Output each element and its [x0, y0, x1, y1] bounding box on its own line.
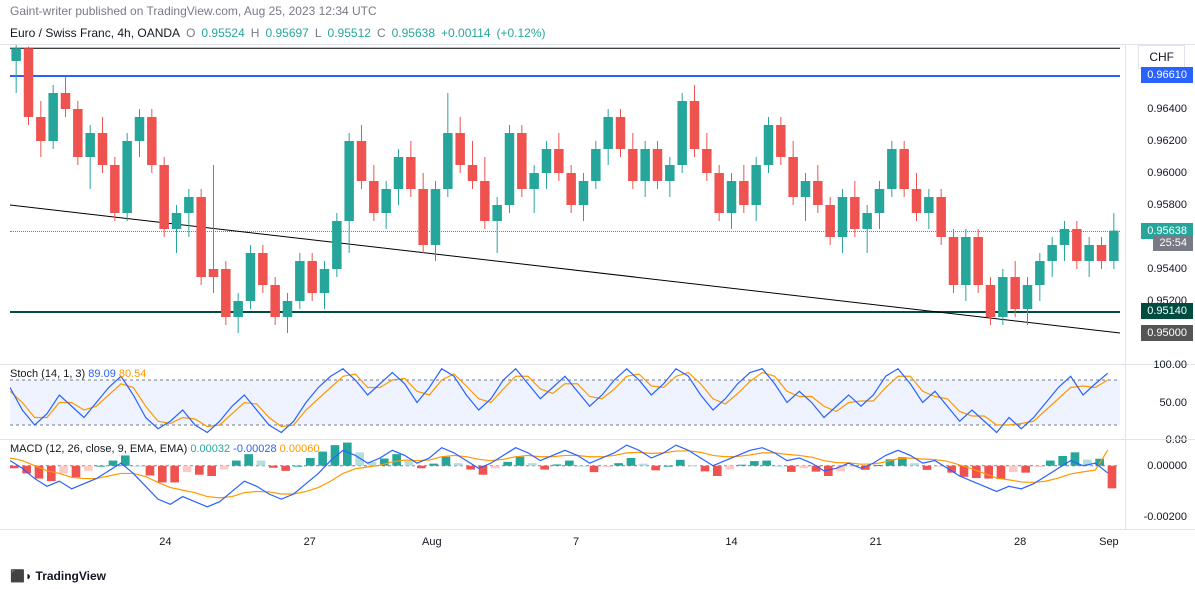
y-tick-label: 0.95400	[1147, 263, 1187, 275]
y-tick-label: 0.96000	[1147, 167, 1187, 179]
stoch-k-value: 89.09	[88, 368, 116, 380]
y-tick-label: 0.95800	[1147, 199, 1187, 211]
y-tick-label: 0.96400	[1147, 103, 1187, 115]
ohlc-h-label: H	[251, 26, 260, 40]
ohlc-l: 0.95512	[328, 26, 371, 40]
x-tick-label: 7	[573, 536, 579, 548]
y-tick-label: -0.00200	[1144, 511, 1187, 523]
stoch-title: Stoch (14, 1, 3) 89.09 80.54	[10, 368, 146, 380]
x-tick-label: 28	[1014, 536, 1026, 548]
stochastic-panel[interactable]: Stoch (14, 1, 3) 89.09 80.54 100.0050.00…	[0, 364, 1195, 439]
logo-icon: ⬛◗	[10, 569, 36, 583]
ohlc-c-label: C	[377, 26, 386, 40]
ohlc-o-label: O	[186, 26, 195, 40]
tradingview-logo[interactable]: ⬛◗ TradingView	[10, 569, 106, 583]
price-label: 0.95140	[1141, 303, 1193, 319]
x-tick-label: 14	[725, 536, 737, 548]
macd-signal-value: 0.00060	[280, 443, 320, 455]
price-y-axis[interactable]: 0.964000.962000.960000.958000.954000.952…	[1125, 45, 1195, 364]
symbol-info-bar: Euro / Swiss Franc, 4h, OANDA O 0.95524 …	[0, 22, 1195, 44]
ohlc-h: 0.95697	[265, 26, 308, 40]
macd-panel[interactable]: MACD (12, 26, close, 9, EMA, EMA) 0.0003…	[0, 439, 1195, 529]
macd-hist-value: 0.00032	[190, 443, 230, 455]
y-tick-label: 50.00	[1159, 397, 1187, 409]
price-label: 0.95000	[1141, 325, 1193, 341]
macd-title: MACD (12, 26, close, 9, EMA, EMA) 0.0003…	[10, 443, 319, 455]
y-tick-label: 0.96200	[1147, 135, 1187, 147]
stoch-d-value: 80.54	[119, 368, 147, 380]
price-label: 0.96610	[1141, 67, 1193, 83]
price-label: 25:54	[1153, 235, 1193, 251]
macd-line-value: -0.00028	[233, 443, 276, 455]
x-tick-label: Aug	[422, 536, 442, 548]
macd-y-axis[interactable]: 0.00000 -0.00200	[1125, 440, 1195, 529]
ohlc-l-label: L	[315, 26, 322, 40]
x-tick-label: 24	[159, 536, 171, 548]
ohlc-o: 0.95524	[201, 26, 244, 40]
stoch-y-axis[interactable]: 100.0050.000.00	[1125, 365, 1195, 439]
y-tick-label: 100.00	[1153, 359, 1187, 371]
time-x-axis[interactable]: 24 27 Aug 7 14 21 28 Sep	[0, 529, 1195, 559]
change-pct: (+0.12%)	[497, 26, 546, 40]
x-tick-label: 27	[304, 536, 316, 548]
main-price-chart[interactable]: CHF 0.964000.962000.960000.958000.954000…	[0, 44, 1195, 364]
x-tick-label: Sep	[1099, 536, 1119, 548]
change-value: +0.00114	[441, 26, 491, 40]
y-tick-label: 0.00000	[1147, 460, 1187, 472]
x-tick-label: 21	[870, 536, 882, 548]
symbol-title[interactable]: Euro / Swiss Franc, 4h, OANDA	[10, 26, 180, 40]
ohlc-c: 0.95638	[392, 26, 435, 40]
publish-header: Gaint-writer published on TradingView.co…	[0, 0, 1195, 22]
